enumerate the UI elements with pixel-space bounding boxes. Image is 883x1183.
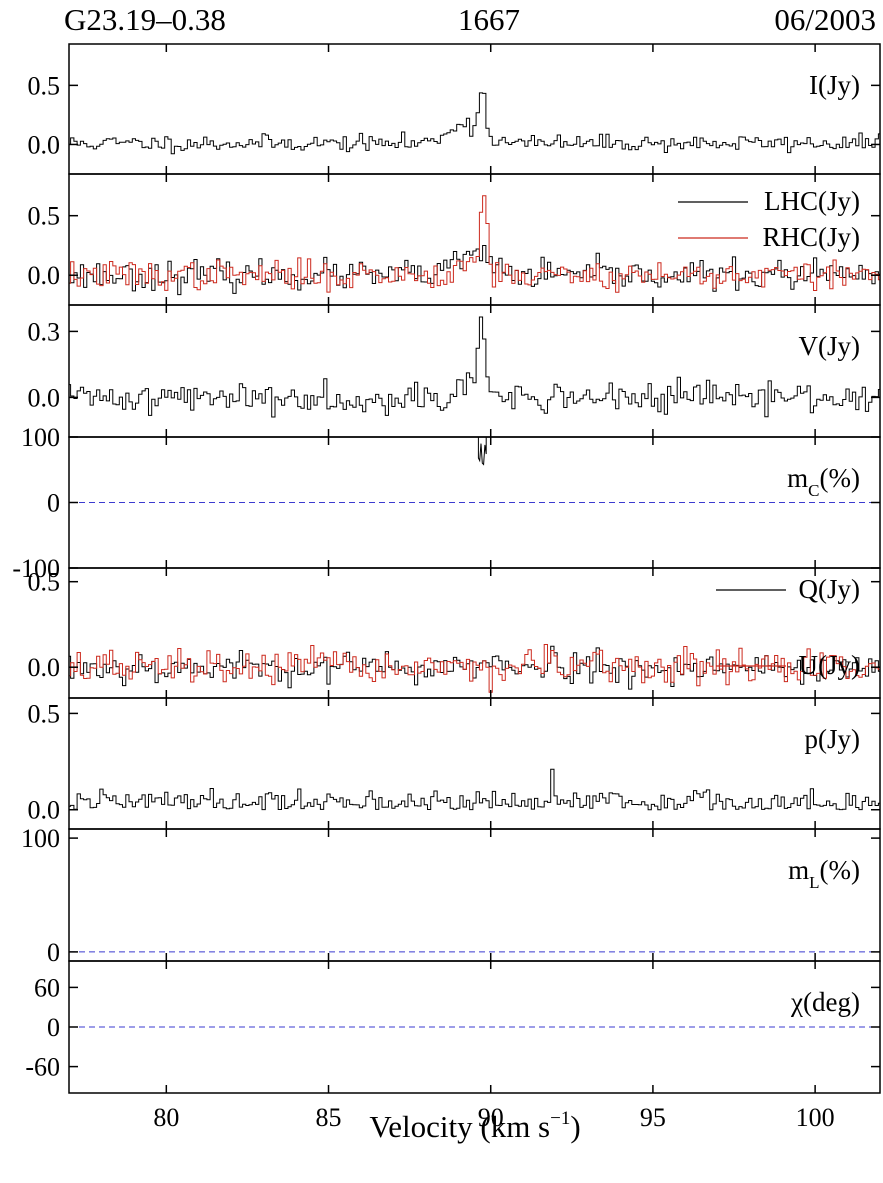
series-line-I-primary [69, 92, 880, 155]
panel-frame [68, 304, 881, 438]
y-tick-label: 0.5 [28, 71, 61, 100]
legend-label: U(Jy) [799, 650, 861, 680]
series-line-LR-primary [69, 245, 880, 296]
y-tick-label: 0.5 [28, 202, 61, 231]
series-line-QU-secondary [69, 644, 880, 693]
y-tick-label: 0.0 [28, 653, 61, 682]
panel-label-text: m [788, 855, 809, 885]
panel-label: mL(%) [788, 855, 860, 892]
panel-label-text: V(Jy) [799, 331, 861, 361]
x-tick-label: 80 [153, 1103, 179, 1132]
panel-label-text: p(Jy) [805, 724, 861, 754]
panel-I: 0.0 0.5 I(Jy) [28, 43, 881, 175]
panel-label-suffix: (%) [820, 855, 860, 885]
panel-label-subscript: C [808, 481, 819, 500]
chart-header: G23.19–0.38 1667 06/2003 [64, 2, 876, 37]
panel-frame [68, 828, 881, 962]
header-date: 06/2003 [774, 2, 876, 37]
header-frequency: 1667 [458, 2, 520, 37]
y-tick-label: 0.0 [28, 261, 61, 290]
x-tick-label: 90 [478, 1103, 504, 1132]
header-source: G23.19–0.38 [64, 2, 226, 37]
y-tick-label: 0.0 [28, 130, 61, 159]
y-tick-label: 0.5 [28, 568, 61, 597]
panel-LR-data [69, 195, 880, 296]
y-tick-label: 100 [21, 824, 60, 853]
x-axis-title-close: ) [570, 1109, 580, 1144]
y-tick-label: 0.0 [28, 796, 61, 825]
x-axis-title-text: Velocity (km s [369, 1109, 550, 1144]
series-line-mc-primary [477, 437, 487, 466]
x-tick-label: 95 [640, 1103, 666, 1132]
panel-QU-data [69, 644, 880, 693]
legend-label: RHC(Jy) [762, 222, 860, 252]
y-tick-label: 0 [47, 1013, 60, 1042]
panel-label: χ(deg) [790, 987, 860, 1017]
panel-ml: 0 100 mL(%) [21, 824, 881, 967]
panel-V: 0.0 0.3 V(Jy) [28, 304, 881, 438]
x-tick-label: 85 [316, 1103, 342, 1132]
panel-frame [68, 697, 881, 830]
y-tick-label: 0.5 [28, 699, 61, 728]
panel-V-data [69, 316, 880, 418]
panel-label: I(Jy) [809, 70, 860, 100]
series-line-p-primary [69, 768, 880, 811]
panel-label: p(Jy) [805, 724, 861, 754]
y-tick-label: -60 [25, 1053, 60, 1082]
panel-label-text: m [787, 463, 808, 493]
panel-mc-data [477, 437, 487, 466]
panel-chi: -60 0 60 χ(deg) [25, 960, 881, 1094]
y-tick-label: -100 [12, 554, 60, 583]
panel-I-data [69, 92, 880, 155]
panel-p: 0.0 0.5 p(Jy) [28, 697, 881, 830]
y-tick-label: 0.0 [28, 383, 61, 412]
panel-frame [68, 43, 881, 175]
y-tick-label: 100 [21, 423, 60, 452]
legend-label: Q(Jy) [799, 574, 861, 604]
x-axis-title: Velocity (km s−1) [369, 1108, 580, 1144]
panel-label: V(Jy) [799, 331, 861, 361]
panel-QU: 0.0 0.5 Q(Jy) U(Jy) [28, 567, 881, 699]
panel-label: mC(%) [787, 463, 860, 500]
series-line-V-primary [69, 316, 880, 418]
panel-label-subscript: L [809, 873, 819, 892]
y-tick-label: 0 [47, 489, 60, 518]
panel-label-suffix: (%) [820, 463, 860, 493]
x-axis: 80 85 90 95 100 [153, 1103, 834, 1132]
panel-LR: 0.0 0.5 LHC(Jy) RHC(Jy) [28, 173, 881, 306]
y-tick-label: 0.3 [28, 317, 61, 346]
x-axis-title-exponent: −1 [550, 1108, 570, 1129]
series-line-LR-secondary [69, 195, 880, 293]
panels: 0.0 0.5 I(Jy) 0.0 0.5 LHC(Jy) RHC(Jy) 0.0 0.3 V(J… [12, 43, 881, 1094]
panel-p-data [69, 768, 880, 811]
legend-label: LHC(Jy) [764, 186, 860, 216]
panel-label-text: χ(deg) [790, 987, 860, 1017]
x-tick-label: 100 [796, 1103, 835, 1132]
y-tick-label: 60 [34, 973, 60, 1002]
panel-label-text: I(Jy) [809, 70, 860, 100]
y-tick-label: 0 [47, 938, 60, 967]
panel-mc: -100 0 100 mC(%) [12, 423, 881, 583]
